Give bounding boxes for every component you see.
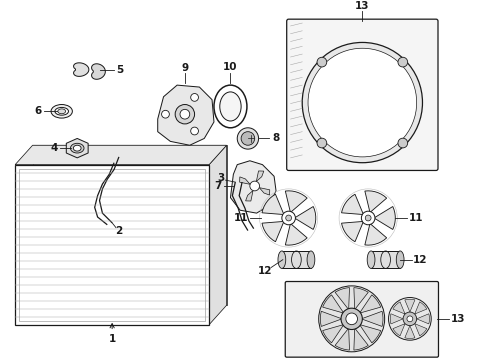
Polygon shape	[393, 302, 405, 314]
Circle shape	[318, 286, 385, 352]
Polygon shape	[262, 221, 284, 242]
Polygon shape	[365, 224, 387, 245]
Polygon shape	[360, 325, 381, 343]
Polygon shape	[158, 85, 214, 145]
Text: 7: 7	[214, 181, 221, 191]
Text: 11: 11	[234, 213, 248, 223]
Ellipse shape	[220, 92, 241, 121]
Bar	[371, 251, 400, 269]
Polygon shape	[245, 190, 253, 201]
Circle shape	[250, 181, 260, 191]
Polygon shape	[335, 288, 349, 310]
Circle shape	[389, 297, 431, 340]
Ellipse shape	[278, 251, 286, 269]
Polygon shape	[33, 145, 226, 305]
Polygon shape	[92, 64, 105, 79]
Polygon shape	[354, 328, 368, 350]
Polygon shape	[15, 145, 226, 165]
Polygon shape	[209, 145, 226, 325]
Text: 10: 10	[223, 62, 238, 72]
Polygon shape	[322, 325, 344, 343]
Polygon shape	[66, 139, 88, 158]
Polygon shape	[15, 165, 209, 325]
Text: 2: 2	[115, 226, 122, 235]
Ellipse shape	[51, 104, 73, 118]
Ellipse shape	[214, 85, 247, 128]
Polygon shape	[320, 311, 342, 327]
Polygon shape	[393, 324, 405, 336]
Polygon shape	[256, 171, 264, 181]
Circle shape	[346, 313, 358, 325]
Circle shape	[180, 109, 190, 119]
Circle shape	[341, 308, 362, 329]
Circle shape	[162, 110, 170, 118]
Circle shape	[398, 138, 408, 148]
Polygon shape	[390, 314, 403, 324]
Circle shape	[282, 211, 295, 225]
Polygon shape	[259, 188, 270, 195]
Circle shape	[302, 42, 422, 163]
Ellipse shape	[367, 251, 375, 269]
Circle shape	[308, 48, 416, 157]
Circle shape	[191, 127, 198, 135]
Polygon shape	[285, 191, 307, 212]
Text: 12: 12	[412, 255, 427, 265]
Text: 3: 3	[217, 173, 224, 183]
Text: 12: 12	[258, 266, 272, 276]
Polygon shape	[365, 191, 387, 212]
Ellipse shape	[58, 109, 66, 114]
Circle shape	[362, 211, 375, 225]
Polygon shape	[362, 311, 383, 327]
Polygon shape	[285, 224, 307, 245]
Ellipse shape	[71, 143, 84, 153]
Circle shape	[241, 132, 255, 145]
Text: 1: 1	[108, 324, 116, 344]
Polygon shape	[405, 299, 415, 312]
Ellipse shape	[396, 251, 404, 269]
Text: 13: 13	[355, 1, 369, 10]
Text: 9: 9	[181, 63, 189, 73]
Polygon shape	[416, 314, 430, 324]
Circle shape	[403, 312, 416, 326]
Circle shape	[317, 138, 327, 148]
Ellipse shape	[307, 251, 315, 269]
Text: 4: 4	[50, 143, 58, 153]
Text: 5: 5	[116, 64, 123, 75]
Circle shape	[191, 94, 198, 101]
Text: 13: 13	[451, 314, 466, 324]
Ellipse shape	[74, 145, 81, 151]
Circle shape	[365, 215, 371, 221]
Polygon shape	[342, 221, 364, 242]
Circle shape	[398, 57, 408, 67]
Polygon shape	[74, 63, 89, 76]
Text: 8: 8	[272, 134, 280, 143]
Polygon shape	[360, 295, 381, 313]
Circle shape	[286, 215, 292, 221]
Circle shape	[175, 104, 195, 124]
Circle shape	[317, 57, 327, 67]
Polygon shape	[374, 207, 395, 229]
Polygon shape	[354, 288, 368, 310]
Polygon shape	[415, 324, 427, 336]
Bar	[282, 251, 311, 269]
Circle shape	[237, 128, 259, 149]
Bar	[19, 168, 205, 321]
Polygon shape	[262, 194, 284, 215]
Text: 11: 11	[409, 213, 423, 223]
Ellipse shape	[55, 107, 69, 115]
Polygon shape	[230, 161, 276, 213]
Polygon shape	[335, 328, 349, 350]
FancyBboxPatch shape	[287, 19, 438, 171]
Polygon shape	[322, 295, 344, 313]
Text: 6: 6	[35, 106, 42, 116]
Polygon shape	[240, 177, 250, 184]
Polygon shape	[405, 326, 415, 338]
Polygon shape	[294, 207, 316, 229]
Polygon shape	[342, 194, 364, 215]
Polygon shape	[415, 302, 427, 314]
Circle shape	[407, 316, 413, 322]
FancyBboxPatch shape	[285, 282, 439, 357]
